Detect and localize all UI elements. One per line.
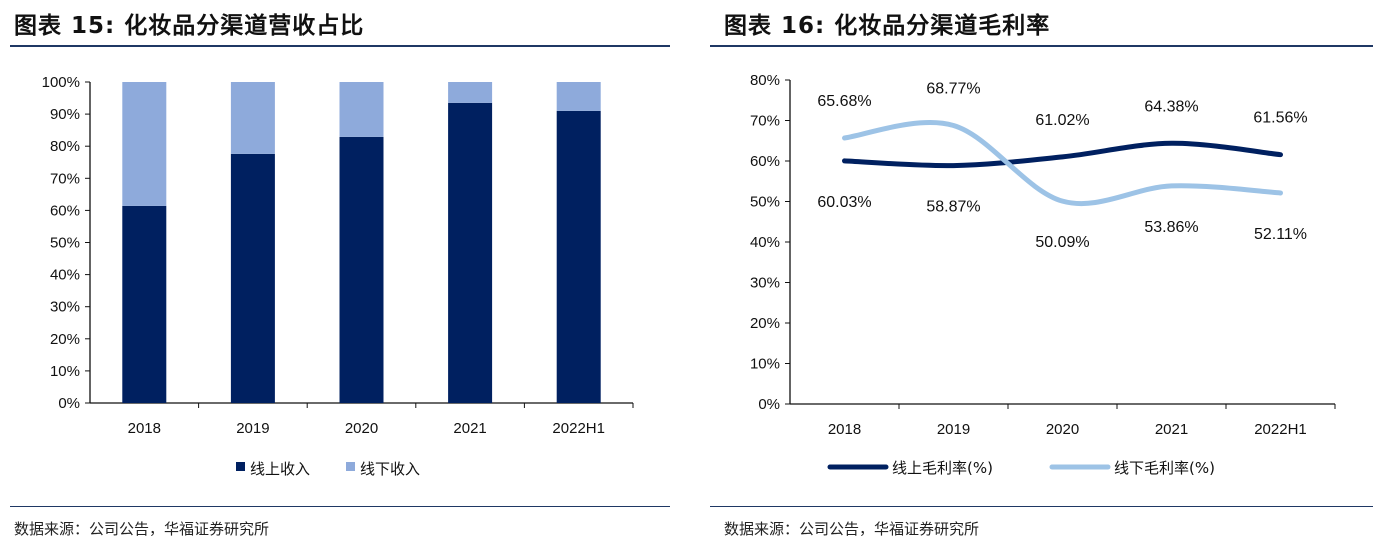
data-label: 50.09% [1035,234,1089,251]
bar-online [122,205,167,403]
y-tick-label: 90% [50,106,80,123]
y-tick-label: 40% [750,234,780,251]
y-tick-label: 40% [50,267,80,284]
footer-divider-left [10,506,670,507]
bar-offline [230,82,275,154]
chart-16-title: 图表 16: 化妆品分渠道毛利率 [724,13,1051,39]
y-tick-label: 50% [50,235,80,252]
y-tick-label: 20% [750,315,780,332]
y-tick-label: 0% [758,396,780,413]
bar-online [339,136,384,404]
x-tick-label: 2021 [453,420,486,437]
data-label: 68.77% [926,80,980,97]
bar-online [230,153,275,403]
x-tick-label: 2020 [345,420,378,437]
y-tick-label: 70% [50,170,80,187]
data-label: 61.02% [1035,112,1089,129]
bar-offline [556,82,601,111]
bar-offline [339,82,384,137]
x-tick-label: 2019 [937,421,970,438]
data-label: 58.87% [926,199,980,216]
y-tick-label: 50% [750,194,780,211]
y-tick-label: 30% [50,299,80,316]
y-tick-label: 80% [750,72,780,89]
y-tick-label: 10% [50,363,80,380]
data-label: 64.38% [1144,98,1198,115]
title-divider-left [10,45,670,47]
x-tick-label: 2021 [1155,421,1188,438]
legend-swatch [346,462,355,471]
y-tick-label: 80% [50,138,80,155]
legend-label: 线上毛利率(%) [892,459,993,477]
y-tick-label: 70% [750,113,780,130]
x-tick-label: 2022H1 [552,420,605,437]
data-label: 65.68% [817,93,871,110]
line-offline [842,120,1283,207]
legend-label: 线下毛利率(%) [1114,459,1215,477]
y-tick-label: 60% [50,202,80,219]
title-divider-right [710,45,1373,47]
y-tick-label: 30% [750,275,780,292]
x-tick-label: 2018 [128,420,161,437]
footer-divider-right [710,506,1373,507]
data-label: 52.11% [1254,226,1307,243]
legend-label: 线下收入 [360,460,420,478]
x-tick-label: 2020 [1046,421,1079,438]
data-label: 60.03% [817,194,871,211]
bar-online [556,110,601,403]
legend-label: 线上收入 [250,460,310,478]
y-tick-label: 10% [750,356,780,373]
x-tick-label: 2018 [828,421,861,438]
y-tick-label: 0% [58,395,80,412]
y-tick-label: 20% [50,331,80,348]
data-label: 53.86% [1144,219,1198,236]
bar-online [448,102,493,404]
line-online [842,140,1283,169]
chart-15-title: 图表 15: 化妆品分渠道营收占比 [14,13,365,39]
x-tick-label: 2019 [236,420,269,437]
x-tick-label: 2022H1 [1254,421,1307,438]
bar-offline [448,82,493,103]
bar-offline [122,82,167,206]
y-tick-label: 100% [42,74,80,91]
data-label: 61.56% [1253,110,1307,127]
y-tick-label: 60% [750,153,780,170]
source-right: 数据来源：公司公告，华福证券研究所 [724,520,980,538]
source-left: 数据来源：公司公告，华福证券研究所 [14,520,270,538]
legend-swatch [236,462,245,471]
